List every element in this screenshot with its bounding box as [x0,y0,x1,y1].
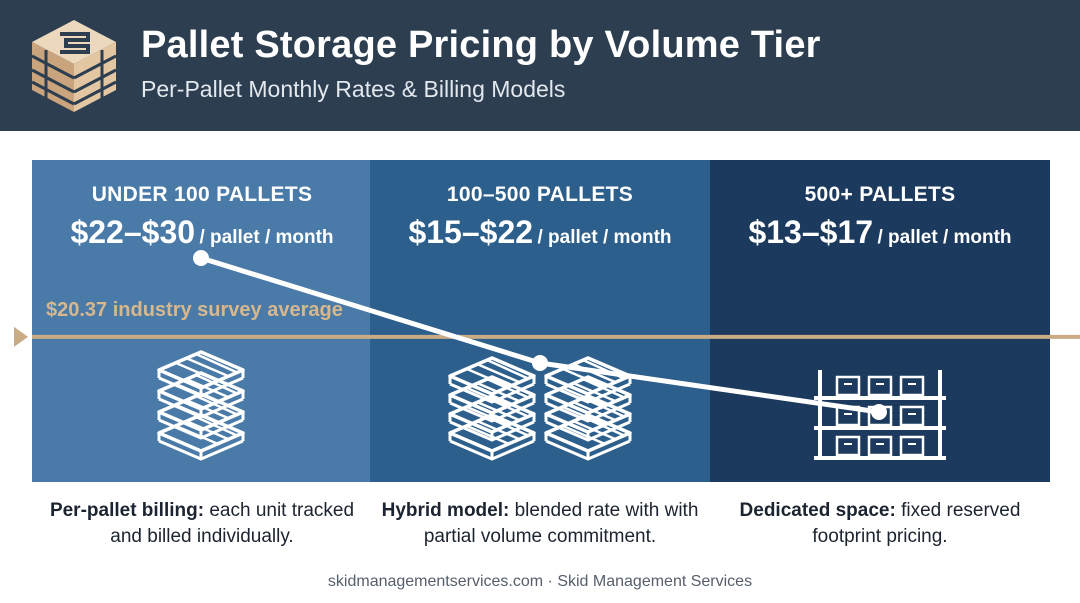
caption-large-bold: Dedicated space: [739,500,896,521]
reference-line-label: $20.37 industry survey average [46,299,343,321]
tier-label-small: UNDER 100 PALLETS [91,183,313,206]
price-row-medium: $15–$22 / pallet / month [370,214,710,251]
price-label-large: $13–$17 [748,214,874,250]
caption-small-bold: Per-pallet billing: [49,500,205,521]
page-subtitle: Per-Pallet Monthly Rates & Billing Model… [141,76,566,102]
warehouse-rack-icon [814,370,946,460]
price-unit-large: / pallet / month [877,227,1012,248]
header-banner: Pallet Storage Pricing by Volume Tier Pe… [0,0,1080,131]
pallet-stack-icon [157,350,245,461]
tier-label-medium: 100–500 PALLETS [446,183,634,206]
caption-large-text: fixed reserved footprint pricing. [812,500,1021,547]
cube-logo-icon [31,20,117,112]
price-label-small: $22–$30 [70,214,196,250]
data-point-large [871,404,887,420]
reference-line-arrow [14,326,28,347]
page-title: Pallet Storage Pricing by Volume Tier [141,24,821,66]
data-point-small [193,250,209,266]
caption-medium-bold: Hybrid model: [381,500,510,521]
price-label-medium: $15–$22 [408,214,534,250]
price-row-small: $22–$30 / pallet / month [32,214,372,251]
caption-small-text: each unit tracked and billed individuall… [110,500,355,547]
tier-label-large: 500+ PALLETS [804,183,956,206]
price-unit-medium: / pallet / month [537,227,672,248]
price-unit-small: / pallet / month [199,227,334,248]
caption-large: Dedicated space: fixed reserved footprin… [710,498,1050,550]
caption-small: Per-pallet billing: each unit tracked an… [32,498,372,550]
caption-medium-text: blended rate with with partial volume co… [423,500,699,547]
caption-medium: Hybrid model: blended rate with with par… [370,498,710,550]
tier-panel-medium [370,160,710,482]
data-point-medium [532,355,548,371]
price-row-large: $13–$17 / pallet / month [710,214,1050,251]
footer-credit: skidmanagementservices.com · Skid Manage… [327,573,753,590]
